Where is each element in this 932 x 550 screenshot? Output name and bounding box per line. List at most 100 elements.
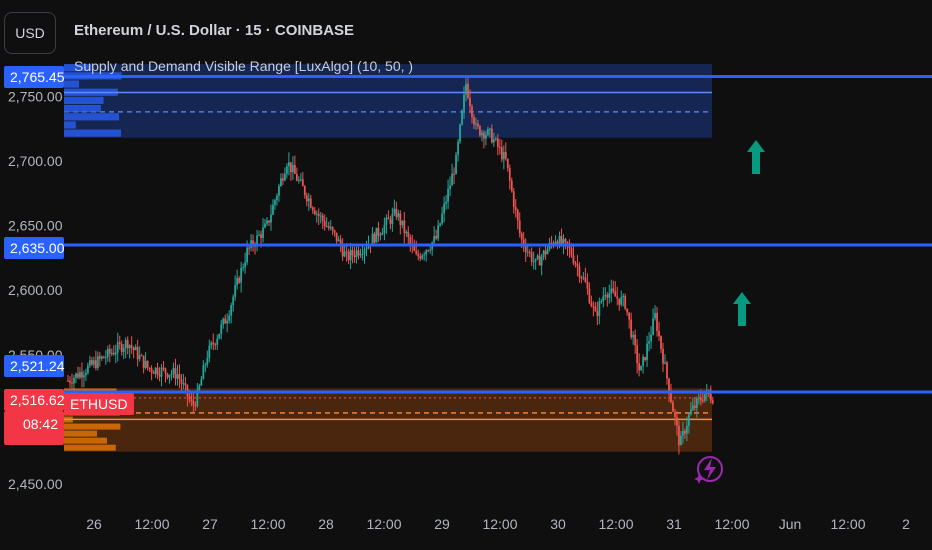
candle-body — [588, 288, 591, 303]
up-arrow-icon — [733, 292, 751, 326]
last-price-tag: 2,516.62 — [4, 389, 65, 411]
candle-body — [393, 208, 396, 214]
candle-body — [554, 241, 557, 245]
demand-profile-bar — [64, 423, 121, 430]
candle-body — [658, 330, 660, 337]
candle-body — [443, 203, 446, 214]
candle-body — [286, 166, 288, 174]
candle-body — [343, 251, 346, 257]
candle-body — [112, 352, 115, 355]
candle-body — [363, 249, 366, 254]
candle-body — [471, 106, 473, 118]
candle-body — [268, 220, 270, 223]
candle-body — [202, 365, 205, 380]
candle-body — [674, 411, 676, 418]
candle-body — [582, 277, 585, 279]
sd-zones — [64, 64, 712, 452]
candle-body — [586, 281, 589, 289]
candle-body — [634, 334, 637, 346]
candle-body — [160, 367, 163, 377]
candle-body — [180, 379, 183, 384]
y-tick-label: 2,750.00 — [8, 88, 63, 104]
candle-body — [516, 209, 519, 221]
candle-body — [568, 246, 571, 249]
lightning-alert-icon[interactable] — [694, 456, 723, 484]
candle-body — [315, 213, 318, 215]
candle-body — [701, 400, 704, 402]
candle-body — [441, 213, 444, 224]
candle-body — [142, 355, 145, 368]
candle-body — [461, 110, 463, 125]
candle-body — [413, 245, 416, 251]
candle-body — [600, 301, 603, 303]
level-tag-mid: 2,635.00 — [4, 237, 65, 259]
candle-body — [642, 356, 645, 366]
candle-body — [494, 138, 497, 140]
candle-body — [395, 208, 398, 217]
candle-body — [648, 341, 650, 344]
candle-body — [226, 320, 229, 324]
candle-body — [381, 233, 384, 235]
up-arrow-icon — [747, 140, 765, 174]
candle-body — [524, 246, 527, 253]
candle-body — [83, 375, 85, 378]
candle-body — [278, 185, 280, 196]
candle-body — [397, 213, 400, 217]
candle-body — [274, 200, 276, 205]
y-tick-label: 2,600.00 — [8, 282, 63, 298]
candle-body — [158, 374, 161, 377]
x-tick-label: Jun — [779, 516, 802, 532]
candle-body — [204, 364, 207, 366]
candle-body — [303, 186, 306, 196]
candle-body — [81, 372, 83, 378]
x-tick-label: 12:00 — [134, 516, 169, 532]
candle-body — [214, 344, 217, 346]
candle-body — [590, 302, 593, 307]
candle-body — [626, 308, 629, 313]
candle-body — [347, 251, 350, 261]
candle-body — [463, 94, 465, 111]
candle-body — [258, 234, 260, 236]
candle-body — [693, 405, 696, 408]
x-tick-label: 12:00 — [366, 516, 401, 532]
candle-body — [596, 311, 599, 317]
candle-body — [230, 305, 233, 316]
candle-body — [534, 258, 537, 262]
candle-body — [475, 123, 477, 125]
candle-body — [333, 230, 336, 233]
candle-body — [518, 220, 521, 234]
candle-body — [423, 254, 426, 256]
candle-body — [477, 123, 479, 127]
candle-body — [325, 226, 328, 228]
candle-body — [172, 368, 175, 374]
candle-body — [309, 198, 312, 208]
candle-body — [118, 342, 121, 344]
candle-body — [260, 234, 262, 238]
candle-body — [246, 247, 248, 263]
indicator-label[interactable]: Supply and Demand Visible Range [LuxAlgo… — [74, 58, 414, 74]
candle-body — [321, 215, 324, 221]
candle-body — [220, 324, 223, 334]
candle-body — [654, 312, 656, 319]
candle-body — [190, 399, 193, 402]
candle-body — [234, 285, 237, 297]
candle-body — [170, 373, 173, 375]
candle-body — [697, 397, 700, 399]
candle-body — [198, 385, 201, 390]
candle-body — [666, 362, 668, 379]
candle-body — [375, 227, 378, 243]
candle-body — [558, 236, 561, 247]
currency-button[interactable]: USD — [4, 12, 56, 54]
candle-body — [676, 417, 678, 426]
candle-body — [140, 355, 143, 357]
candle-body — [71, 382, 73, 384]
candle-body — [680, 435, 682, 446]
candle-body — [178, 374, 181, 380]
candle-body — [401, 220, 404, 225]
candle-body — [75, 373, 77, 378]
candle-body — [174, 368, 177, 379]
candle-body — [695, 398, 698, 408]
candle-body — [504, 151, 507, 159]
candle-body — [514, 206, 517, 210]
